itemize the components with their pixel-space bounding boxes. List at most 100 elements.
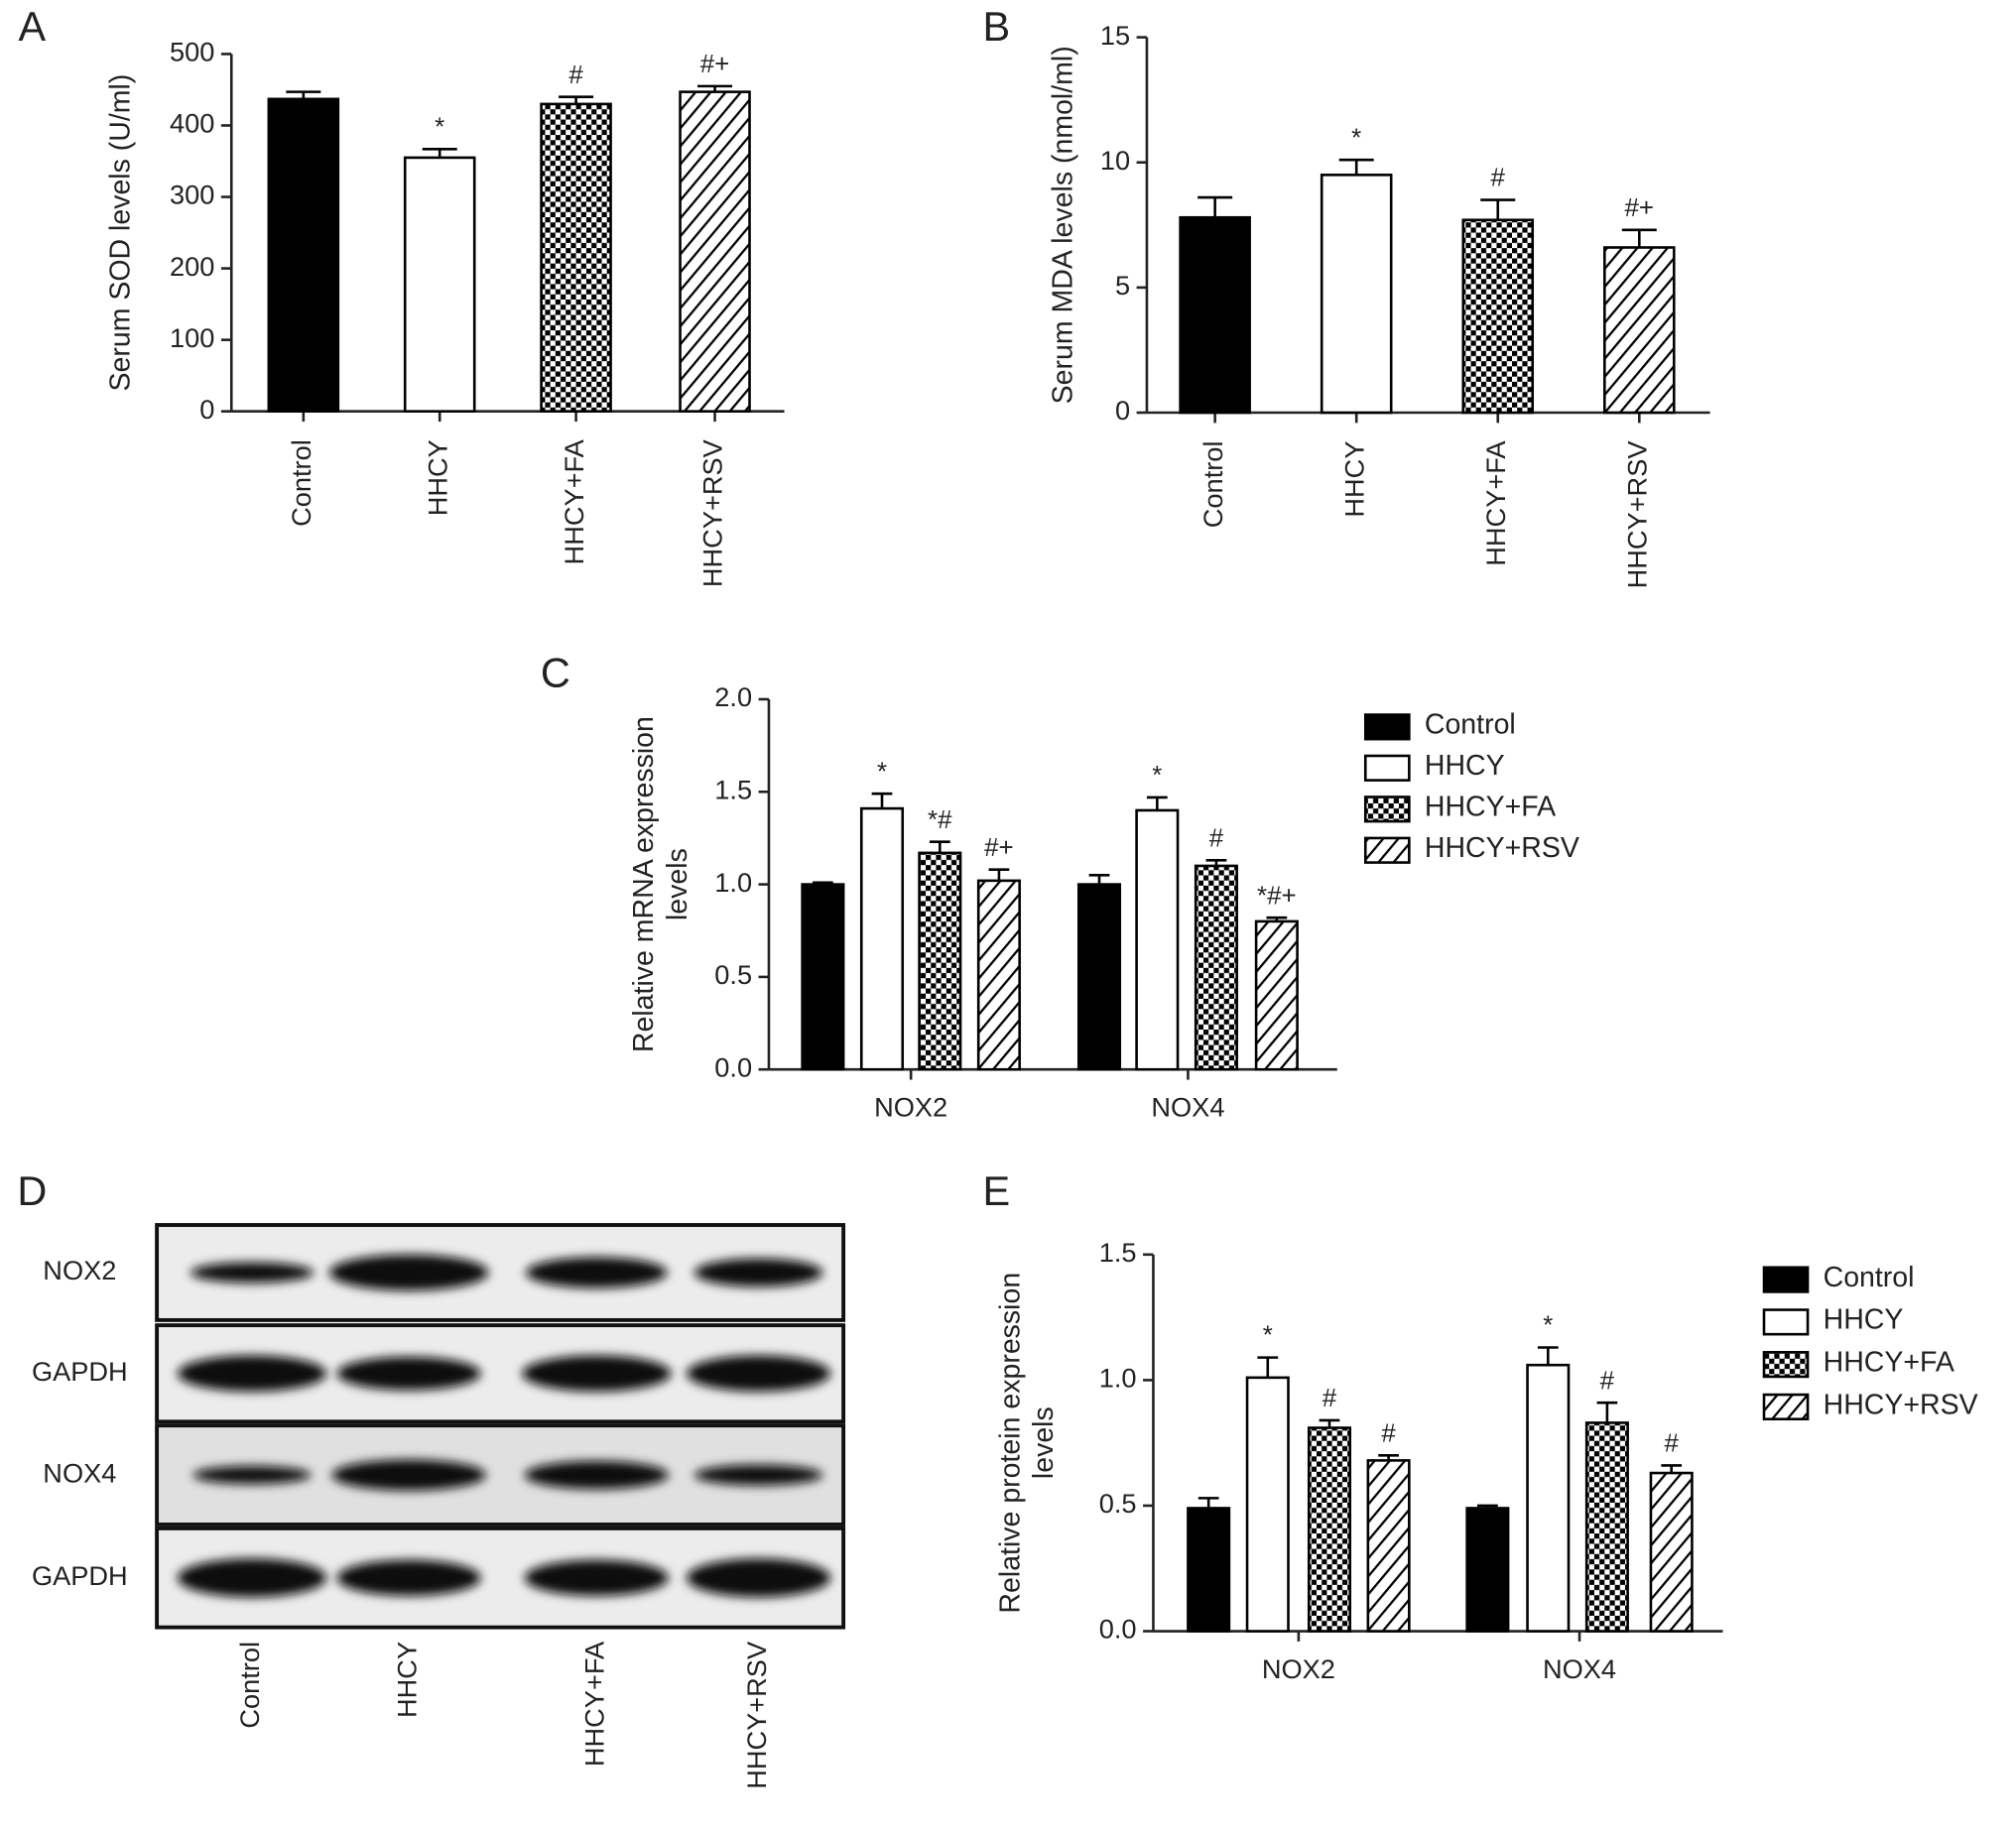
- legend-swatch: [1363, 713, 1411, 741]
- blot-band: [336, 1356, 481, 1391]
- legend-swatch: [1762, 1393, 1810, 1420]
- x-tick-label: NOX4: [1151, 1092, 1224, 1123]
- significance-label: *: [1351, 124, 1361, 152]
- blot-band: [331, 1459, 486, 1491]
- legend-label: Control: [1824, 1262, 1915, 1293]
- bar: [1526, 1363, 1571, 1633]
- bar: [1076, 883, 1122, 1071]
- y-axis-label: levels: [1028, 1406, 1060, 1479]
- x-tick-label: NOX2: [874, 1092, 947, 1123]
- blot-band: [328, 1254, 489, 1291]
- y-tick-label: 400: [170, 108, 214, 139]
- bar: [1187, 1507, 1231, 1633]
- bar: [976, 879, 1021, 1071]
- legend-label: HHCY+FA: [1824, 1347, 1954, 1379]
- bar: [1135, 808, 1180, 1071]
- significance-label: *: [1152, 762, 1162, 790]
- significance-label: *: [1263, 1322, 1273, 1350]
- significance-label: #+: [700, 51, 730, 78]
- x-tick-label: HHCY: [1338, 441, 1369, 518]
- panel-letter: B: [983, 3, 1011, 50]
- blot-band: [522, 1355, 672, 1392]
- significance-label: #: [1600, 1367, 1615, 1395]
- x-tick-label: HHCY+FA: [559, 438, 589, 564]
- y-tick-label: 15: [1100, 20, 1130, 51]
- blot-band: [693, 1464, 823, 1486]
- legend-swatch: [1762, 1266, 1810, 1293]
- legend-swatch: [1363, 836, 1411, 864]
- significance-label: *: [1543, 1312, 1553, 1340]
- bar: [1649, 1471, 1694, 1633]
- y-axis-label: Relative protein expression: [994, 1273, 1026, 1614]
- x-tick-label: HHCY+RSV: [697, 438, 728, 587]
- legend-label: HHCY+FA: [1425, 792, 1556, 823]
- blot-band: [687, 1355, 831, 1392]
- y-tick-label: 0: [1115, 395, 1130, 426]
- blot-column-label: HHCY: [391, 1642, 422, 1718]
- blot-column-label: HHCY+RSV: [741, 1641, 772, 1789]
- legend-swatch: [1762, 1308, 1810, 1336]
- bar: [1603, 246, 1676, 415]
- bar: [918, 851, 962, 1071]
- y-tick-label: 1.0: [1099, 1363, 1137, 1394]
- x-tick-label: HHCY+RSV: [1621, 440, 1652, 589]
- y-tick-label: 0.0: [1099, 1614, 1137, 1645]
- y-axis-label: Serum SOD levels (U/ml): [105, 74, 137, 392]
- legend-swatch: [1363, 795, 1411, 823]
- blot-band: [526, 1257, 668, 1288]
- blot-band: [189, 1262, 315, 1283]
- blot-band: [177, 1558, 327, 1598]
- bar: [540, 102, 612, 413]
- significance-label: #: [1209, 824, 1224, 852]
- x-tick-label: NOX2: [1262, 1653, 1335, 1684]
- bar: [1307, 1426, 1352, 1633]
- blot-band: [192, 1466, 312, 1485]
- x-tick-label: NOX4: [1543, 1653, 1616, 1684]
- y-tick-label: 1.0: [714, 867, 752, 898]
- significance-label: #: [1664, 1430, 1679, 1458]
- y-tick-label: 1.5: [714, 774, 752, 804]
- x-tick-label: HHCY: [422, 439, 452, 516]
- x-tick-label: HHCY+FA: [1480, 440, 1511, 566]
- y-tick-label: 300: [170, 180, 214, 210]
- panel-letter: D: [17, 1167, 47, 1214]
- panel-letter: C: [541, 650, 570, 696]
- legend-swatch: [1363, 754, 1411, 782]
- y-axis-label: Serum MDA levels (nmol/ml): [1048, 46, 1079, 404]
- y-tick-label: 2.0: [714, 681, 752, 712]
- blot-band: [687, 1558, 831, 1598]
- blot-band: [177, 1355, 327, 1392]
- significance-label: #+: [1625, 194, 1655, 222]
- significance-label: #: [1323, 1385, 1337, 1412]
- significance-label: *: [877, 758, 887, 786]
- x-tick-label: Control: [286, 439, 316, 527]
- bar: [1320, 174, 1393, 415]
- bar: [1245, 1376, 1290, 1633]
- legend-label: HHCY: [1824, 1304, 1904, 1336]
- blot-row-label: GAPDH: [32, 1356, 128, 1387]
- y-axis-label: Relative mRNA expression: [628, 716, 660, 1052]
- bar: [1179, 215, 1251, 415]
- bar: [1465, 1507, 1510, 1633]
- y-tick-label: 5: [1115, 270, 1130, 301]
- y-tick-label: 500: [170, 37, 214, 67]
- y-tick-label: 0.0: [714, 1051, 752, 1082]
- legend-label: Control: [1425, 709, 1516, 741]
- bar: [267, 97, 340, 413]
- significance-label: *#: [928, 806, 952, 834]
- bar: [801, 883, 845, 1071]
- significance-label: #+: [984, 834, 1014, 862]
- blot-row-label: NOX4: [43, 1457, 116, 1488]
- blot-column-label: Control: [234, 1642, 265, 1729]
- bar: [403, 156, 476, 414]
- bar: [1194, 864, 1238, 1071]
- significance-label: *#+: [1257, 882, 1297, 910]
- bar: [679, 90, 751, 413]
- y-tick-label: 0.5: [1099, 1488, 1137, 1519]
- significance-label: #: [1381, 1419, 1396, 1447]
- significance-label: #: [1491, 165, 1506, 192]
- y-tick-label: 0.5: [714, 959, 752, 990]
- y-tick-label: 10: [1100, 145, 1130, 176]
- panel-letter: A: [19, 3, 47, 50]
